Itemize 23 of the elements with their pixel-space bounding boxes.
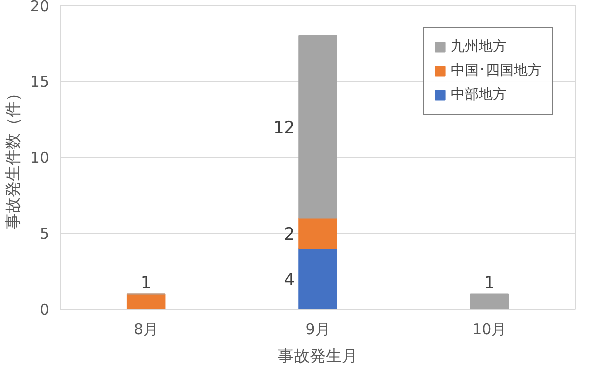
bar [298, 218, 338, 250]
bar [470, 294, 510, 310]
legend-label: 中部地方 [451, 86, 507, 104]
bar [126, 294, 166, 310]
legend-label: 九州地方 [451, 38, 507, 56]
bar [298, 35, 338, 219]
y-tick-label: 20 [30, 0, 50, 16]
legend-label: 中国･四国地方 [451, 62, 542, 80]
x-tick-label: 9月 [306, 320, 330, 338]
y-tick-label: 15 [30, 73, 50, 91]
y-tick-label: 10 [30, 149, 50, 167]
y-axis-title: 事故発生件数（件） [3, 86, 22, 230]
data-label: 2 [284, 225, 296, 245]
y-tick-label: 0 [40, 301, 50, 319]
bar [298, 248, 338, 310]
data-label: 1 [140, 273, 152, 294]
x-tick-label: 10月 [472, 320, 507, 338]
y-tick-label: 5 [40, 225, 50, 243]
data-label: 1 [484, 273, 496, 294]
data-label: 12 [273, 118, 296, 139]
data-label: 4 [284, 270, 296, 291]
x-axis-title: 事故発生月 [278, 346, 358, 366]
x-tick-label: 8月 [134, 320, 159, 338]
